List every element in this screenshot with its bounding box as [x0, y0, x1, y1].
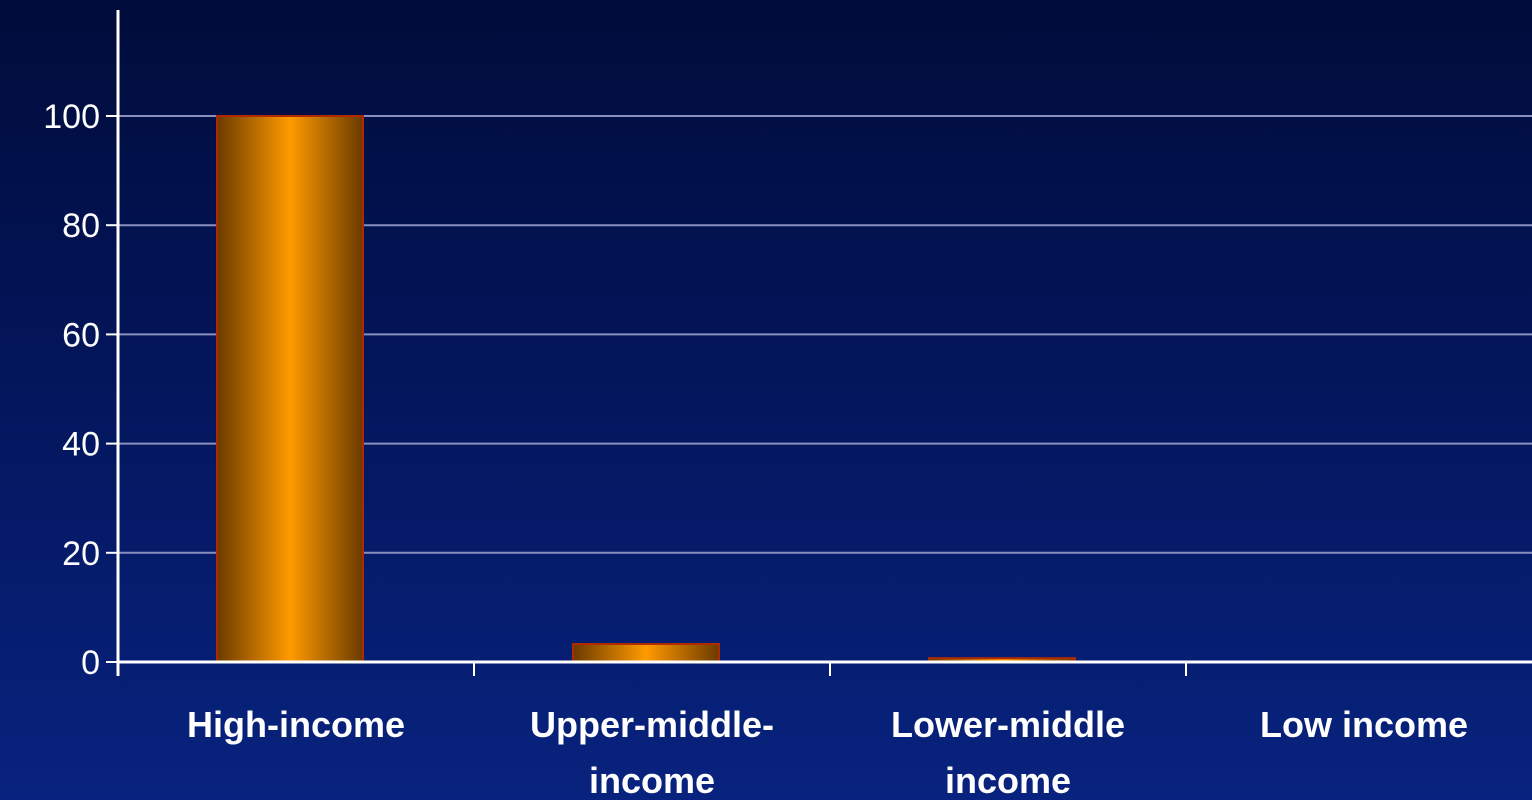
axes — [116, 10, 1532, 676]
y-tick-label: 80 — [62, 207, 100, 245]
y-tick-label: 20 — [62, 535, 100, 573]
x-category-label: Upper-middle- — [530, 704, 774, 745]
y-tick-label: 40 — [62, 426, 100, 464]
x-category-label: High-income — [187, 704, 405, 745]
x-axis-ticks: High-income Upper-middle-income Lower-midd… — [187, 662, 1468, 800]
x-category-label: Lower-middle — [891, 704, 1125, 745]
bar-upper-middle-income — [572, 642, 720, 663]
x-category-label: income — [945, 760, 1071, 800]
bars — [216, 115, 1076, 663]
x-category-label: income — [589, 760, 715, 800]
y-tick-label: 60 — [62, 316, 100, 354]
bar-high-income — [216, 115, 364, 663]
x-category-label: Low income — [1260, 704, 1468, 745]
y-tick-label: 0 — [81, 644, 100, 682]
y-axis-ticks: 0 20 40 60 80 100 — [43, 98, 118, 682]
y-tick-label: 100 — [43, 98, 100, 136]
